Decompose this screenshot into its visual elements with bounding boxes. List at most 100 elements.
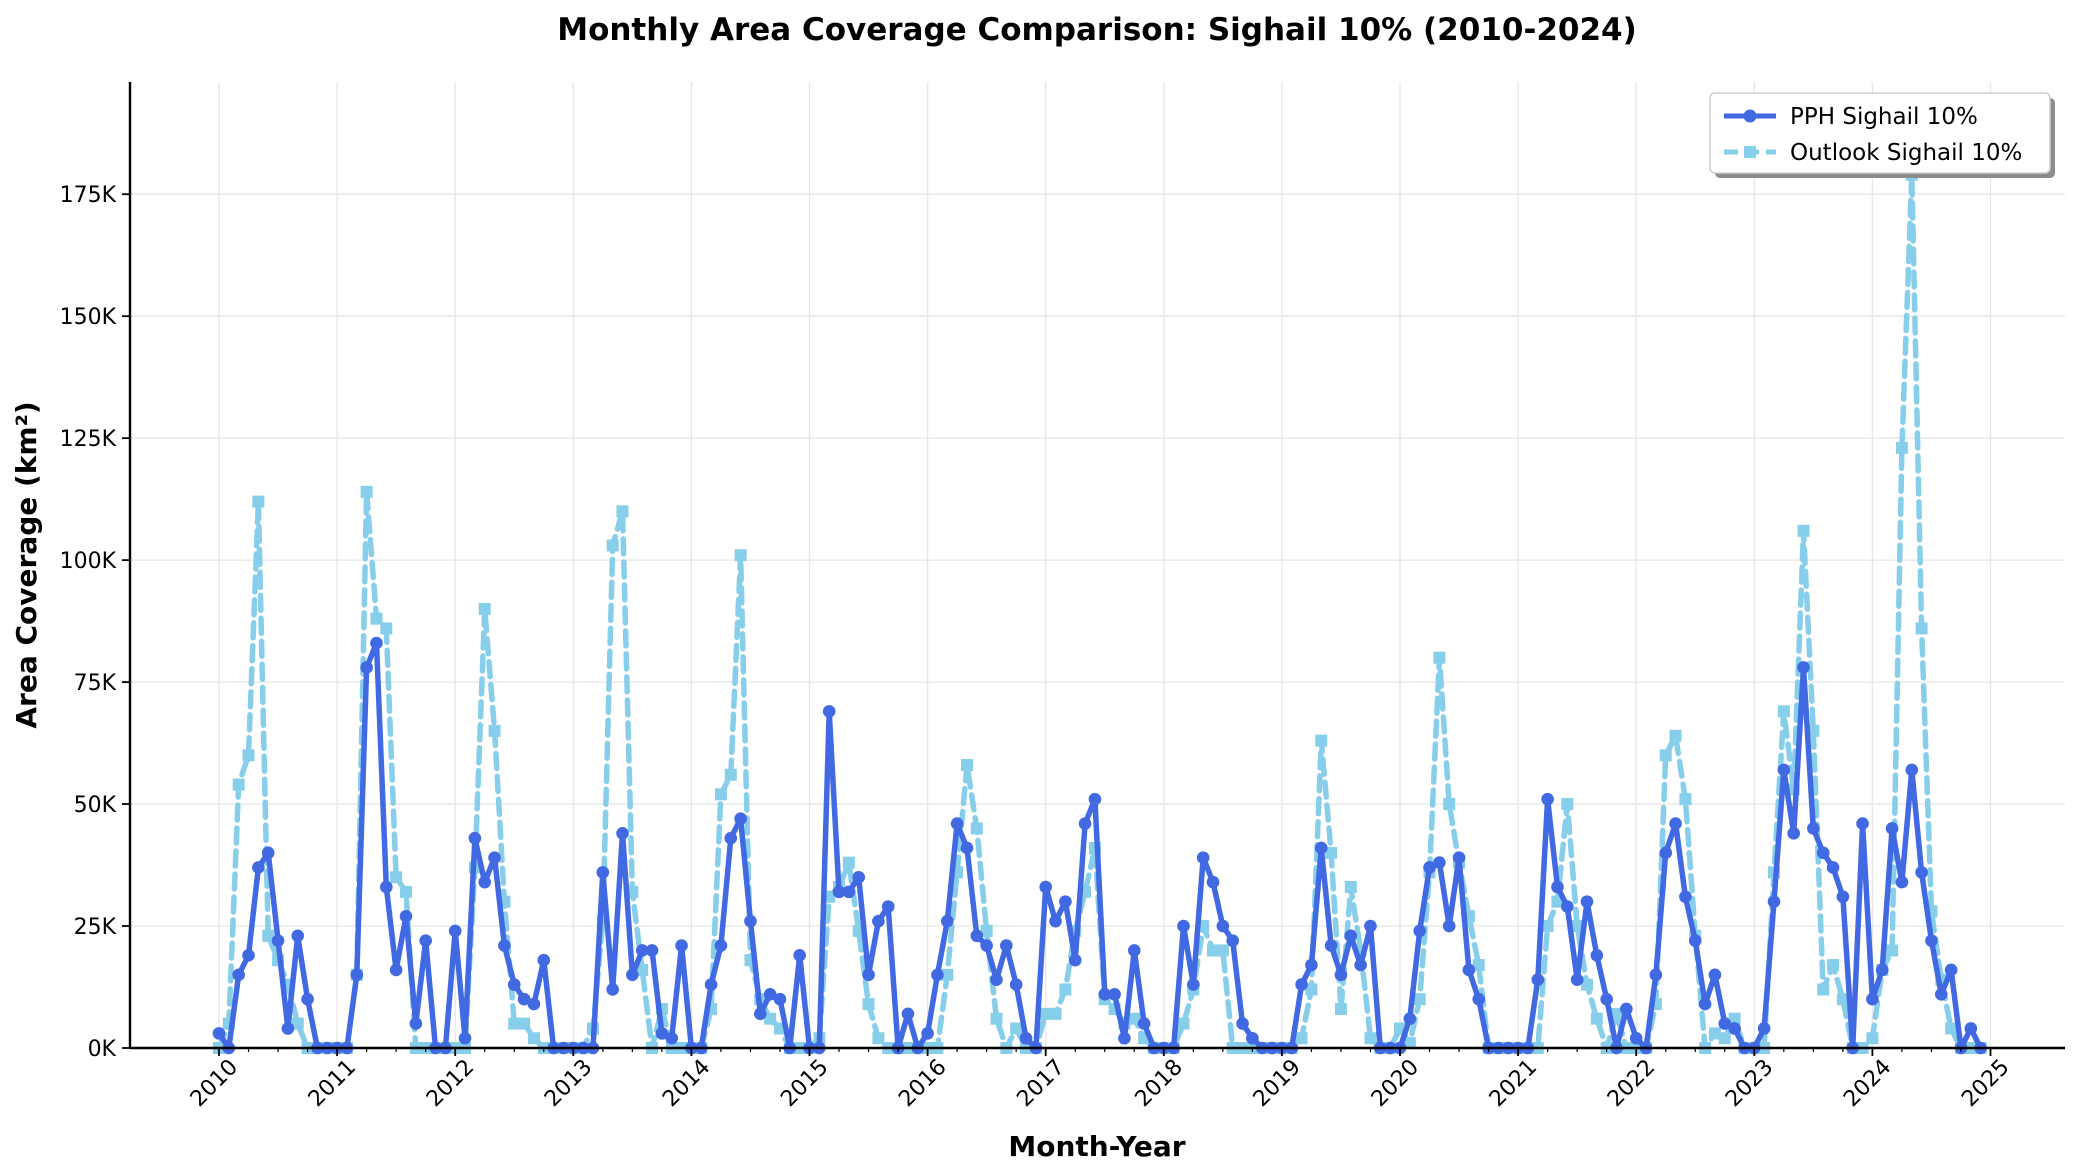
data-point: [1718, 1017, 1732, 1030]
data-point: [1207, 944, 1220, 957]
data-point: [1561, 900, 1574, 913]
data-point: [1885, 822, 1899, 835]
x-tick-label: 2016: [894, 1055, 951, 1112]
data-point: [488, 851, 501, 865]
data-point: [1669, 817, 1682, 830]
data-point: [1895, 441, 1908, 454]
data-point: [1452, 851, 1466, 865]
x-tick-label: 2020: [1367, 1055, 1424, 1112]
data-point: [1708, 1027, 1721, 1040]
data-point: [1118, 1031, 1131, 1045]
data-point: [252, 495, 265, 508]
data-point: [1187, 978, 1200, 991]
data-point: [1315, 734, 1328, 747]
x-tick-label: 2022: [1603, 1055, 1660, 1112]
data-point: [498, 939, 511, 952]
data-point: [1403, 1037, 1416, 1050]
data-point: [1531, 973, 1545, 986]
data-point: [1944, 963, 1958, 977]
y-axis-label: Area Coverage (km²): [10, 401, 43, 728]
data-point: [1925, 934, 1938, 947]
data-point: [370, 612, 383, 625]
data-point: [970, 822, 983, 835]
data-point: [862, 968, 875, 982]
data-point: [399, 909, 413, 923]
data-point: [1915, 622, 1928, 635]
legend-frame: [1709, 92, 2051, 174]
data-point: [1413, 924, 1426, 938]
data-point: [645, 944, 659, 957]
data-point: [862, 998, 875, 1011]
data-point: [390, 871, 403, 884]
x-tick-label: 2025: [1957, 1055, 2014, 1112]
data-point: [1708, 968, 1722, 982]
x-tick-label: 2021: [1485, 1055, 1542, 1112]
data-point: [517, 992, 531, 1006]
data-point: [1246, 1031, 1259, 1045]
data-point: [980, 939, 993, 952]
data-point: [773, 992, 787, 1006]
data-point: [232, 778, 245, 791]
data-point: [665, 1031, 679, 1045]
data-point: [655, 1027, 669, 1040]
data-point: [704, 978, 718, 991]
data-point: [1934, 988, 1948, 1001]
data-point: [596, 866, 610, 879]
data-point: [1787, 827, 1800, 840]
data-point: [1856, 817, 1869, 830]
data-point: [232, 968, 245, 982]
data-point: [744, 914, 757, 928]
data-point: [1314, 841, 1328, 855]
x-ticks: 2010 2011 2012 2013 2014 2015 2016 2017 2018 2019…: [186, 1048, 2015, 1112]
data-point: [1443, 798, 1456, 811]
data-point: [960, 759, 973, 772]
legend-item-pph: PPH Sighail 10%: [1724, 104, 1978, 130]
data-point: [1039, 880, 1052, 894]
data-point: [1807, 822, 1820, 835]
data-point: [1226, 934, 1239, 947]
data-point: [1010, 1022, 1023, 1035]
data-point: [1836, 890, 1850, 904]
data-point: [1295, 978, 1308, 991]
data-point: [1354, 958, 1367, 972]
data-point: [537, 953, 551, 967]
x-tick-label: 2017: [1012, 1055, 1069, 1112]
data-point: [350, 968, 364, 982]
data-point: [1905, 763, 1919, 777]
data-point: [389, 963, 403, 977]
data-point: [1098, 988, 1112, 1001]
data-point: [507, 978, 521, 991]
data-point: [1571, 920, 1584, 933]
data-point: [1807, 724, 1820, 737]
data-point: [1059, 983, 1072, 996]
data-point: [1472, 959, 1485, 972]
data-point: [380, 622, 393, 635]
data-point: [1049, 1007, 1062, 1020]
data-point: [301, 992, 314, 1006]
data-point: [1108, 988, 1121, 1001]
data-point: [1403, 1012, 1417, 1026]
data-point: [1177, 1017, 1190, 1030]
data-point: [1472, 992, 1486, 1006]
data-point: [1580, 895, 1594, 908]
chart-title: Monthly Area Coverage Comparison: Sighai…: [557, 12, 1637, 48]
data-point: [616, 827, 629, 840]
data-point: [1590, 1012, 1603, 1025]
data-point: [527, 997, 541, 1011]
legend: PPH Sighail 10% Outlook Sighail 10%: [1709, 92, 2055, 178]
y-tick-label: 125K: [60, 427, 117, 452]
data-point: [1305, 958, 1318, 972]
data-point: [399, 885, 412, 898]
data-point: [1000, 939, 1013, 952]
data-point: [1777, 705, 1790, 718]
data-point: [872, 914, 885, 928]
y-ticks: 0K 25K 50K 75K 100K 125K 150K 175K: [60, 183, 130, 1062]
data-point: [1088, 792, 1102, 806]
y-tick-label: 50K: [74, 793, 117, 818]
data-point: [1590, 949, 1604, 962]
series-layer: [212, 168, 1987, 1055]
legend-item-outlook: Outlook Sighail 10%: [1724, 140, 2022, 166]
data-point: [832, 885, 846, 899]
data-point: [764, 1012, 777, 1025]
data-point: [872, 1032, 885, 1045]
